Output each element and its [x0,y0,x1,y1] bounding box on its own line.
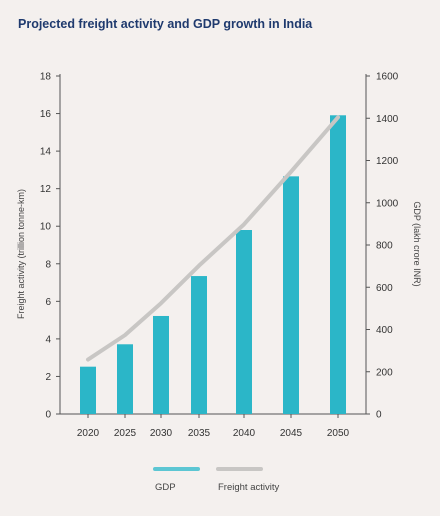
gdp-bar [153,315,169,414]
left-axis-tick-label: 10 [40,222,52,233]
right-axis-tick-label: 1200 [376,156,399,167]
gdp-bar [80,366,96,414]
x-axis-tick-label: 2030 [150,428,173,439]
x-axis-tick-label: 2025 [114,428,137,439]
left-axis-label: Freight activity (trillion tonne-km) [16,189,26,319]
left-axis-tick-label: 6 [45,297,51,308]
legend-gdp-label: GDP [155,482,176,493]
right-axis-tick-label: 600 [376,283,393,294]
right-axis: 0 200 400 600 800 1000 1200 1400 1600 [365,72,399,421]
gdp-bar [236,230,252,414]
left-axis-tick-label: 2 [45,372,51,383]
left-axis-tick-label: 14 [40,147,52,158]
right-axis-tick-label: 1600 [376,72,399,83]
x-axis-tick-label: 2020 [77,428,100,439]
x-axis-tick-label: 2035 [188,428,211,439]
x-axis: 2020 2025 2030 2035 2040 2045 2050 [60,413,366,439]
right-axis-tick-label: 0 [376,410,382,421]
right-axis-tick-label: 200 [376,367,393,378]
right-axis-tick-label: 800 [376,241,393,252]
right-axis-label: GDP (lakh crore INR) [412,201,422,286]
left-axis-tick-label: 8 [45,259,51,270]
left-axis-tick-label: 4 [45,334,51,345]
left-axis-tick-label: 0 [45,410,51,421]
gdp-bar [283,176,299,414]
x-axis-tick-label: 2050 [327,428,350,439]
left-axis: 0 2 4 6 8 10 12 14 16 18 [40,72,61,421]
right-axis-tick-label: 1400 [376,114,399,125]
freight-line-path [86,115,340,362]
legend-freight-label: Freight activity [218,482,279,493]
chart-title: Projected freight activity and GDP growt… [18,17,313,31]
x-axis-tick-label: 2040 [233,428,256,439]
left-axis-tick-label: 12 [40,184,52,195]
left-axis-tick-label: 16 [40,109,52,120]
right-axis-tick-label: 400 [376,325,393,336]
legend: GDP Freight activity [153,467,279,493]
gdp-bar [330,115,346,414]
gdp-bars [80,115,346,414]
gdp-bar [191,276,207,414]
left-axis-tick-label: 18 [40,72,52,83]
x-axis-tick-label: 2045 [280,428,303,439]
freight-line [86,115,340,362]
gdp-bar [117,344,133,414]
right-axis-tick-label: 1000 [376,198,399,209]
